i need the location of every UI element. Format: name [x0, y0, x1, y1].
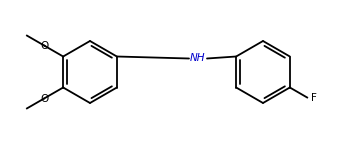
Text: F: F: [311, 92, 317, 102]
Text: O: O: [40, 41, 48, 51]
Text: NH: NH: [189, 52, 205, 62]
Text: O: O: [40, 93, 48, 103]
